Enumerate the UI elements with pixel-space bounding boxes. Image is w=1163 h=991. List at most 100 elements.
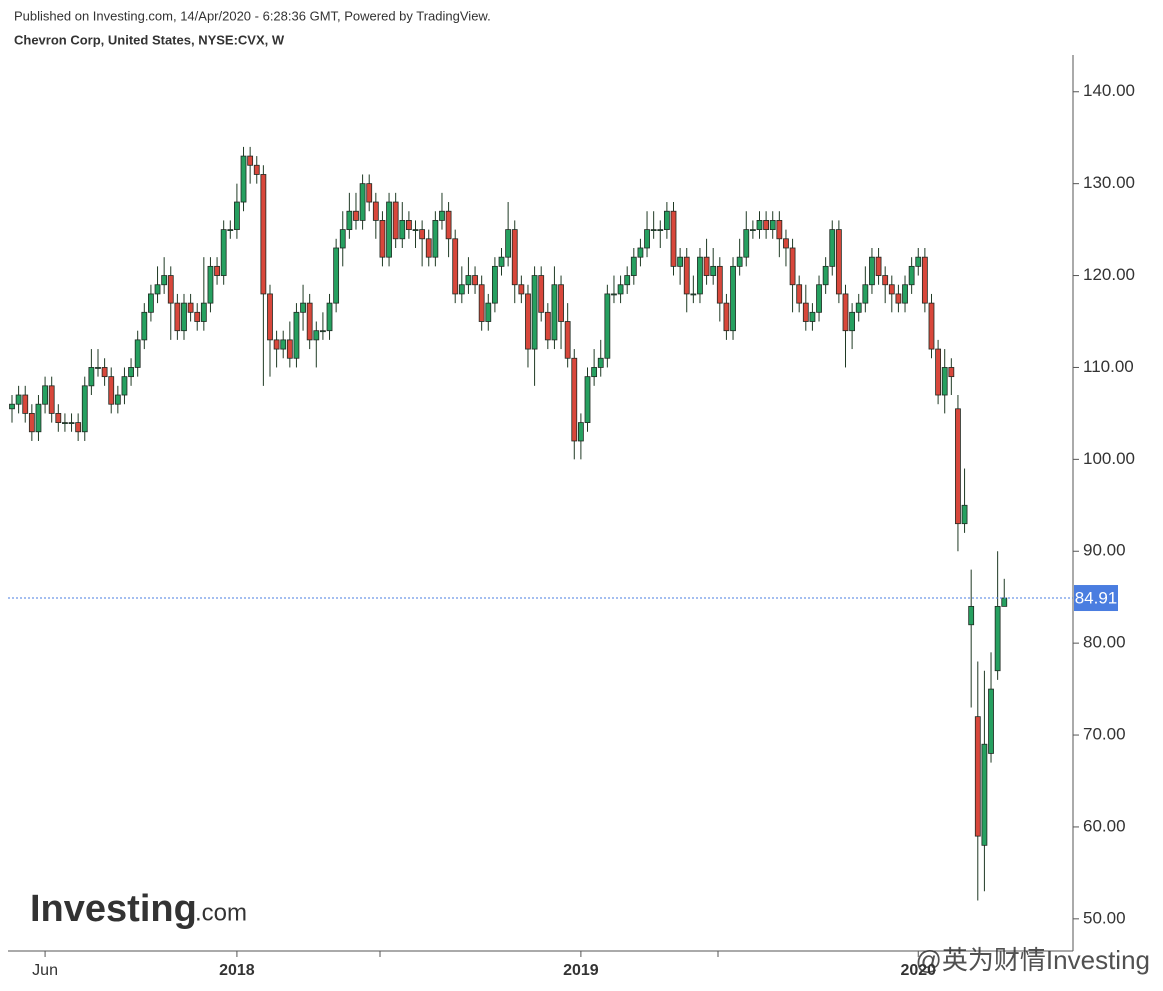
candle-body <box>511 229 518 286</box>
candle-body <box>75 422 82 433</box>
candle-body <box>763 220 770 231</box>
candle-body <box>366 183 373 203</box>
candle-body <box>200 302 207 322</box>
candle-body <box>141 311 148 341</box>
chart-title: Chevron Corp, United States, NYSE:CVX, W <box>14 32 285 47</box>
candle-body <box>412 229 419 232</box>
y-tick-label: 100.00 <box>1083 449 1135 468</box>
candle-body <box>247 155 254 166</box>
candle-body <box>842 293 849 332</box>
candle-body <box>62 422 68 424</box>
candle-body <box>690 293 697 296</box>
candle-body <box>181 302 187 332</box>
candle-body <box>326 302 333 332</box>
candle-body <box>822 265 829 286</box>
candle-body <box>114 394 121 405</box>
candle-body <box>379 220 386 258</box>
candle-body <box>703 256 710 276</box>
candle-body <box>42 385 48 405</box>
candle-body <box>908 265 915 286</box>
candle-body <box>359 183 366 221</box>
candle-body <box>187 302 194 313</box>
candle-body <box>716 265 723 304</box>
candle-body <box>849 311 856 332</box>
candle-body <box>101 367 108 378</box>
candle-body <box>948 367 955 378</box>
candle-body <box>1001 597 1008 607</box>
x-tick-label: 2020 <box>900 962 936 979</box>
candle-body <box>816 284 822 313</box>
candle-body <box>320 330 326 333</box>
candle-body <box>452 238 459 295</box>
candle-body <box>551 284 558 341</box>
candle-body <box>968 605 975 626</box>
candle-body <box>207 265 214 304</box>
candle-body <box>134 339 141 368</box>
candle-body <box>28 412 35 433</box>
candle-body <box>48 385 55 414</box>
candle-body <box>961 504 968 525</box>
candle-body <box>9 403 15 410</box>
candle-body <box>267 293 273 341</box>
candle-body <box>591 367 598 378</box>
candle-body <box>333 247 340 304</box>
candle-body <box>386 201 392 258</box>
candle-body <box>624 275 631 286</box>
candle-body <box>525 293 531 350</box>
candle-body <box>161 275 168 286</box>
candle-body <box>882 275 889 286</box>
candle-body <box>174 302 181 332</box>
candles <box>9 146 1008 901</box>
candle-body <box>505 229 512 258</box>
y-tick-label: 50.00 <box>1083 908 1126 927</box>
candle-body <box>286 339 293 359</box>
candle-body <box>564 321 571 359</box>
candle-body <box>915 256 922 267</box>
candle-body <box>597 357 604 368</box>
candle-body <box>339 229 346 249</box>
candle-body <box>663 210 670 231</box>
candle-body <box>796 284 803 304</box>
candle-body <box>498 256 505 267</box>
candle-body <box>260 174 267 295</box>
candle-body <box>531 275 538 350</box>
candle-body <box>108 376 115 405</box>
candle-body <box>736 256 743 267</box>
candle-body <box>988 688 994 754</box>
candle-body <box>577 422 584 442</box>
candle-body <box>723 302 730 332</box>
candle-body <box>167 275 174 304</box>
candle-body <box>869 256 875 286</box>
logo: Investing .com <box>30 888 247 930</box>
candle-body <box>445 210 452 240</box>
candle-body <box>491 265 498 304</box>
candle-body <box>425 238 432 258</box>
candle-body <box>35 403 42 433</box>
candle-body <box>710 265 717 276</box>
candle-body <box>888 284 895 295</box>
y-tick-label: 70.00 <box>1083 725 1126 744</box>
candle-body <box>95 367 101 369</box>
candle-body <box>15 394 22 405</box>
y-tick-label: 60.00 <box>1083 816 1126 835</box>
candle-body <box>419 229 426 240</box>
x-tick-label: Jun <box>32 962 58 979</box>
candle-body <box>730 265 736 332</box>
candle-body <box>981 743 988 846</box>
candle-body <box>789 247 796 286</box>
candle-body <box>743 229 750 258</box>
candle-body <box>697 256 703 295</box>
candle-body <box>220 229 227 276</box>
candle-body <box>941 367 948 396</box>
candle-body <box>802 302 809 322</box>
candle-body <box>657 229 664 232</box>
candle-body <box>293 311 300 359</box>
candle-body <box>670 210 677 267</box>
y-tick-label: 120.00 <box>1083 265 1135 284</box>
candle-body <box>617 284 624 295</box>
watermark: @英为财情Investing <box>916 945 1150 975</box>
candle-body <box>154 284 161 295</box>
candle-body <box>875 256 882 276</box>
candle-body <box>194 311 201 322</box>
